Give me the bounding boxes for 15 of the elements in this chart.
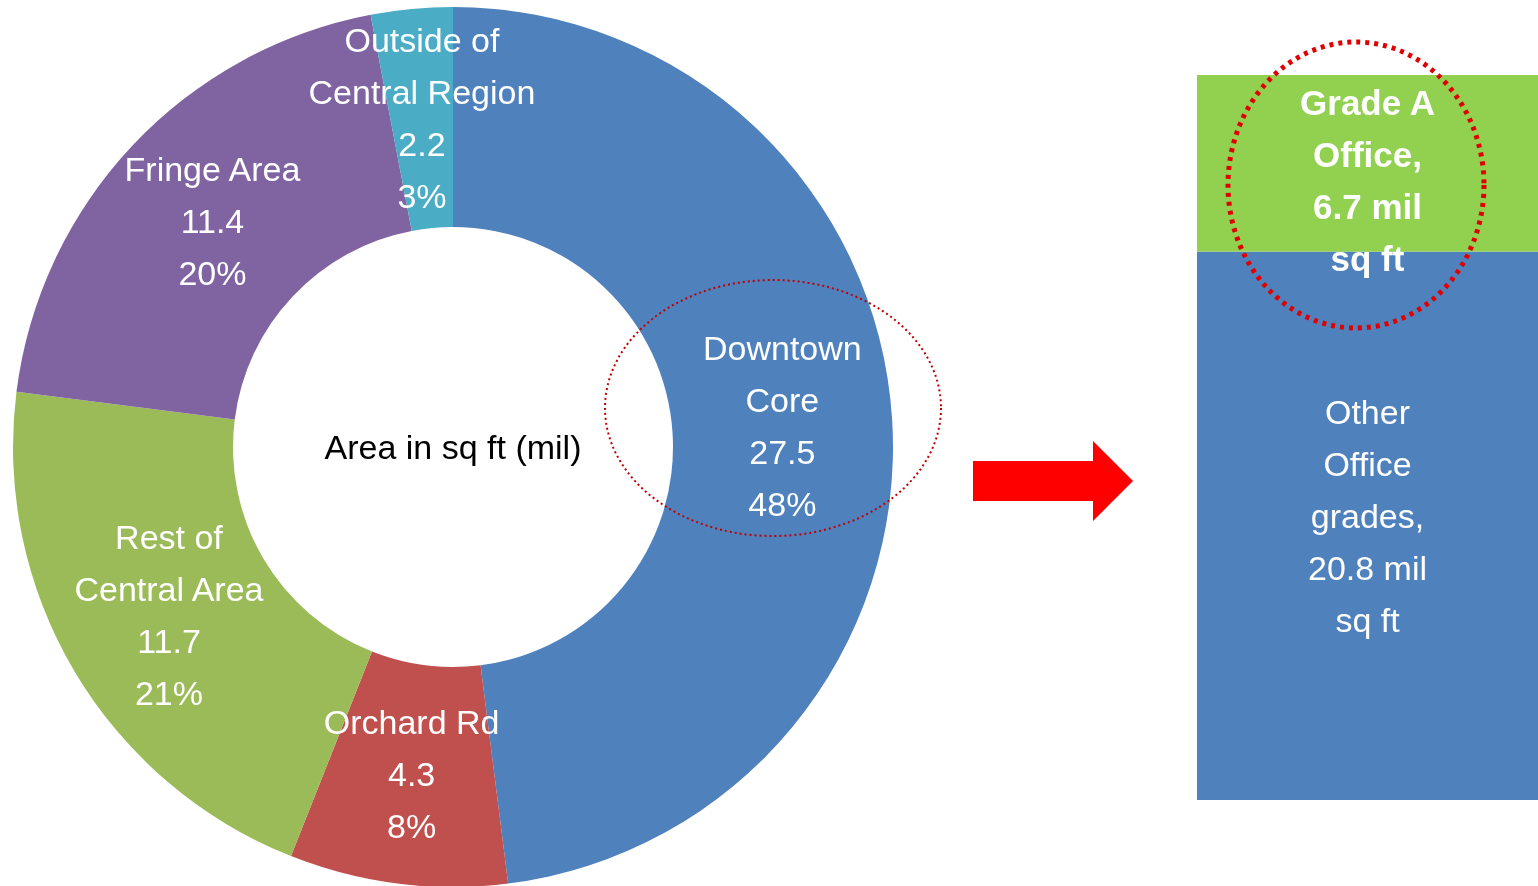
series-label: Grade A Office, — [1300, 83, 1435, 175]
series-label: Other Office grades, — [1310, 392, 1425, 535]
slice-label: Downtown Core — [702, 329, 862, 420]
data-label: 27.5 48% — [748, 433, 817, 524]
slice-label: Outside of Central Region — [308, 21, 536, 112]
data-label: 11.7 21% — [134, 621, 203, 712]
text: Area in sq ft (mil) — [324, 427, 582, 466]
data-label: 20.8 mil sq ft — [1307, 548, 1428, 639]
slice-label: Fringe Area — [124, 150, 301, 188]
data-label: 4.3 8% — [387, 755, 437, 846]
data-label: 2.2 3% — [397, 125, 447, 216]
data-label: 11.4 20% — [178, 202, 247, 292]
slice-label: Rest of Central Area — [74, 517, 264, 608]
donut-slice — [291, 651, 509, 886]
data-label: 6.7 mil sq ft — [1313, 187, 1422, 279]
